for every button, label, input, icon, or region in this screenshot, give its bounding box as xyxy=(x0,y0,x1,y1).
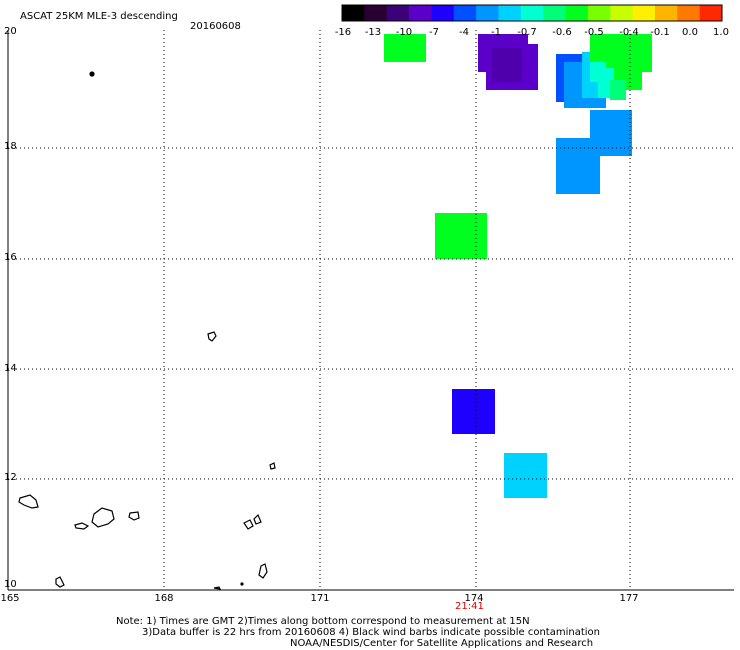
colorbar-swatch xyxy=(409,5,432,21)
colorbar-label: 0.0 xyxy=(682,27,698,38)
island xyxy=(243,519,254,530)
colorbar-label: -4 xyxy=(459,27,469,38)
lat-label-16: 16 xyxy=(4,252,17,263)
colorbar-swatch xyxy=(431,5,455,21)
map-date: 20160608 xyxy=(190,21,241,32)
island xyxy=(213,586,222,590)
plot-frame xyxy=(7,30,734,591)
colorbar-swatch xyxy=(610,5,634,21)
island xyxy=(269,462,276,470)
colorbar-swatch xyxy=(632,5,656,21)
note-line-1: Note: 1) Times are GMT 2)Times along bot… xyxy=(116,616,530,627)
island xyxy=(240,582,244,586)
colorbar-label: -7 xyxy=(429,27,439,38)
lon-label-168: 168 xyxy=(154,593,174,604)
colorbar-label: -16 xyxy=(334,27,352,38)
colorbar-swatch xyxy=(543,5,567,21)
lat-label-18: 18 xyxy=(4,141,17,152)
colorbar-label: -0.7 xyxy=(517,27,537,38)
island xyxy=(18,494,39,509)
wind-cell xyxy=(504,453,547,498)
colorbar-label: 1.0 xyxy=(713,27,729,38)
note-line-3: NOAA/NESDIS/Center for Satellite Applica… xyxy=(290,638,594,649)
island xyxy=(207,331,217,342)
coastlines xyxy=(18,71,276,590)
map-title: ASCAT 25KM MLE-3 descending xyxy=(20,11,178,22)
wind-cell xyxy=(486,44,538,90)
colorbar-swatch xyxy=(677,5,701,21)
colorbar-swatch xyxy=(386,5,410,21)
island xyxy=(258,563,268,579)
colorbar xyxy=(341,4,723,22)
colorbar-label: -1 xyxy=(491,27,501,38)
colorbar-swatch xyxy=(498,5,522,21)
lat-label-12: 12 xyxy=(4,472,17,483)
colorbar-label: -0.1 xyxy=(650,27,670,38)
lat-label-20: 20 xyxy=(4,26,17,37)
colorbar-swatch xyxy=(342,5,365,21)
lon-label-171: 171 xyxy=(310,593,330,604)
wind-cells xyxy=(384,34,652,498)
lon-label-177: 177 xyxy=(619,593,639,604)
wind-cell xyxy=(610,80,626,100)
lon-label-165: 165 xyxy=(0,593,20,604)
colorbar-swatch xyxy=(476,5,499,21)
colorbar-label: -0.4 xyxy=(619,27,639,38)
wind-cell xyxy=(435,213,487,259)
wind-cell xyxy=(492,48,522,82)
colorbar-swatch xyxy=(699,5,723,21)
island xyxy=(253,513,262,525)
colorbar-label: -13 xyxy=(364,27,382,38)
colorbar-label: -0.6 xyxy=(552,27,572,38)
island xyxy=(128,511,140,521)
colorbar-swatch xyxy=(654,5,678,21)
wind-cell xyxy=(556,138,600,194)
lat-label-10: 10 xyxy=(4,579,17,590)
grid-lines xyxy=(8,30,734,590)
island xyxy=(74,522,90,530)
island xyxy=(89,71,95,77)
time-label: 21:41 xyxy=(455,601,484,612)
colorbar-border xyxy=(341,4,723,22)
colorbar-swatch xyxy=(587,5,611,21)
colorbar-swatch xyxy=(520,5,544,21)
colorbar-swatch xyxy=(565,5,589,21)
colorbar-label: -0.5 xyxy=(584,27,604,38)
colorbar-swatch xyxy=(453,5,477,21)
island xyxy=(55,576,65,588)
colorbar-swatch xyxy=(364,5,388,21)
lat-label-14: 14 xyxy=(4,363,17,374)
wind-cell xyxy=(384,34,426,62)
island xyxy=(91,507,115,528)
colorbar-label: -10 xyxy=(395,27,413,38)
lon-label-174: 174 xyxy=(464,593,484,604)
note-line-2: 3)Data buffer is 22 hrs from 20160608 4)… xyxy=(142,627,600,638)
wind-cell xyxy=(452,389,495,434)
